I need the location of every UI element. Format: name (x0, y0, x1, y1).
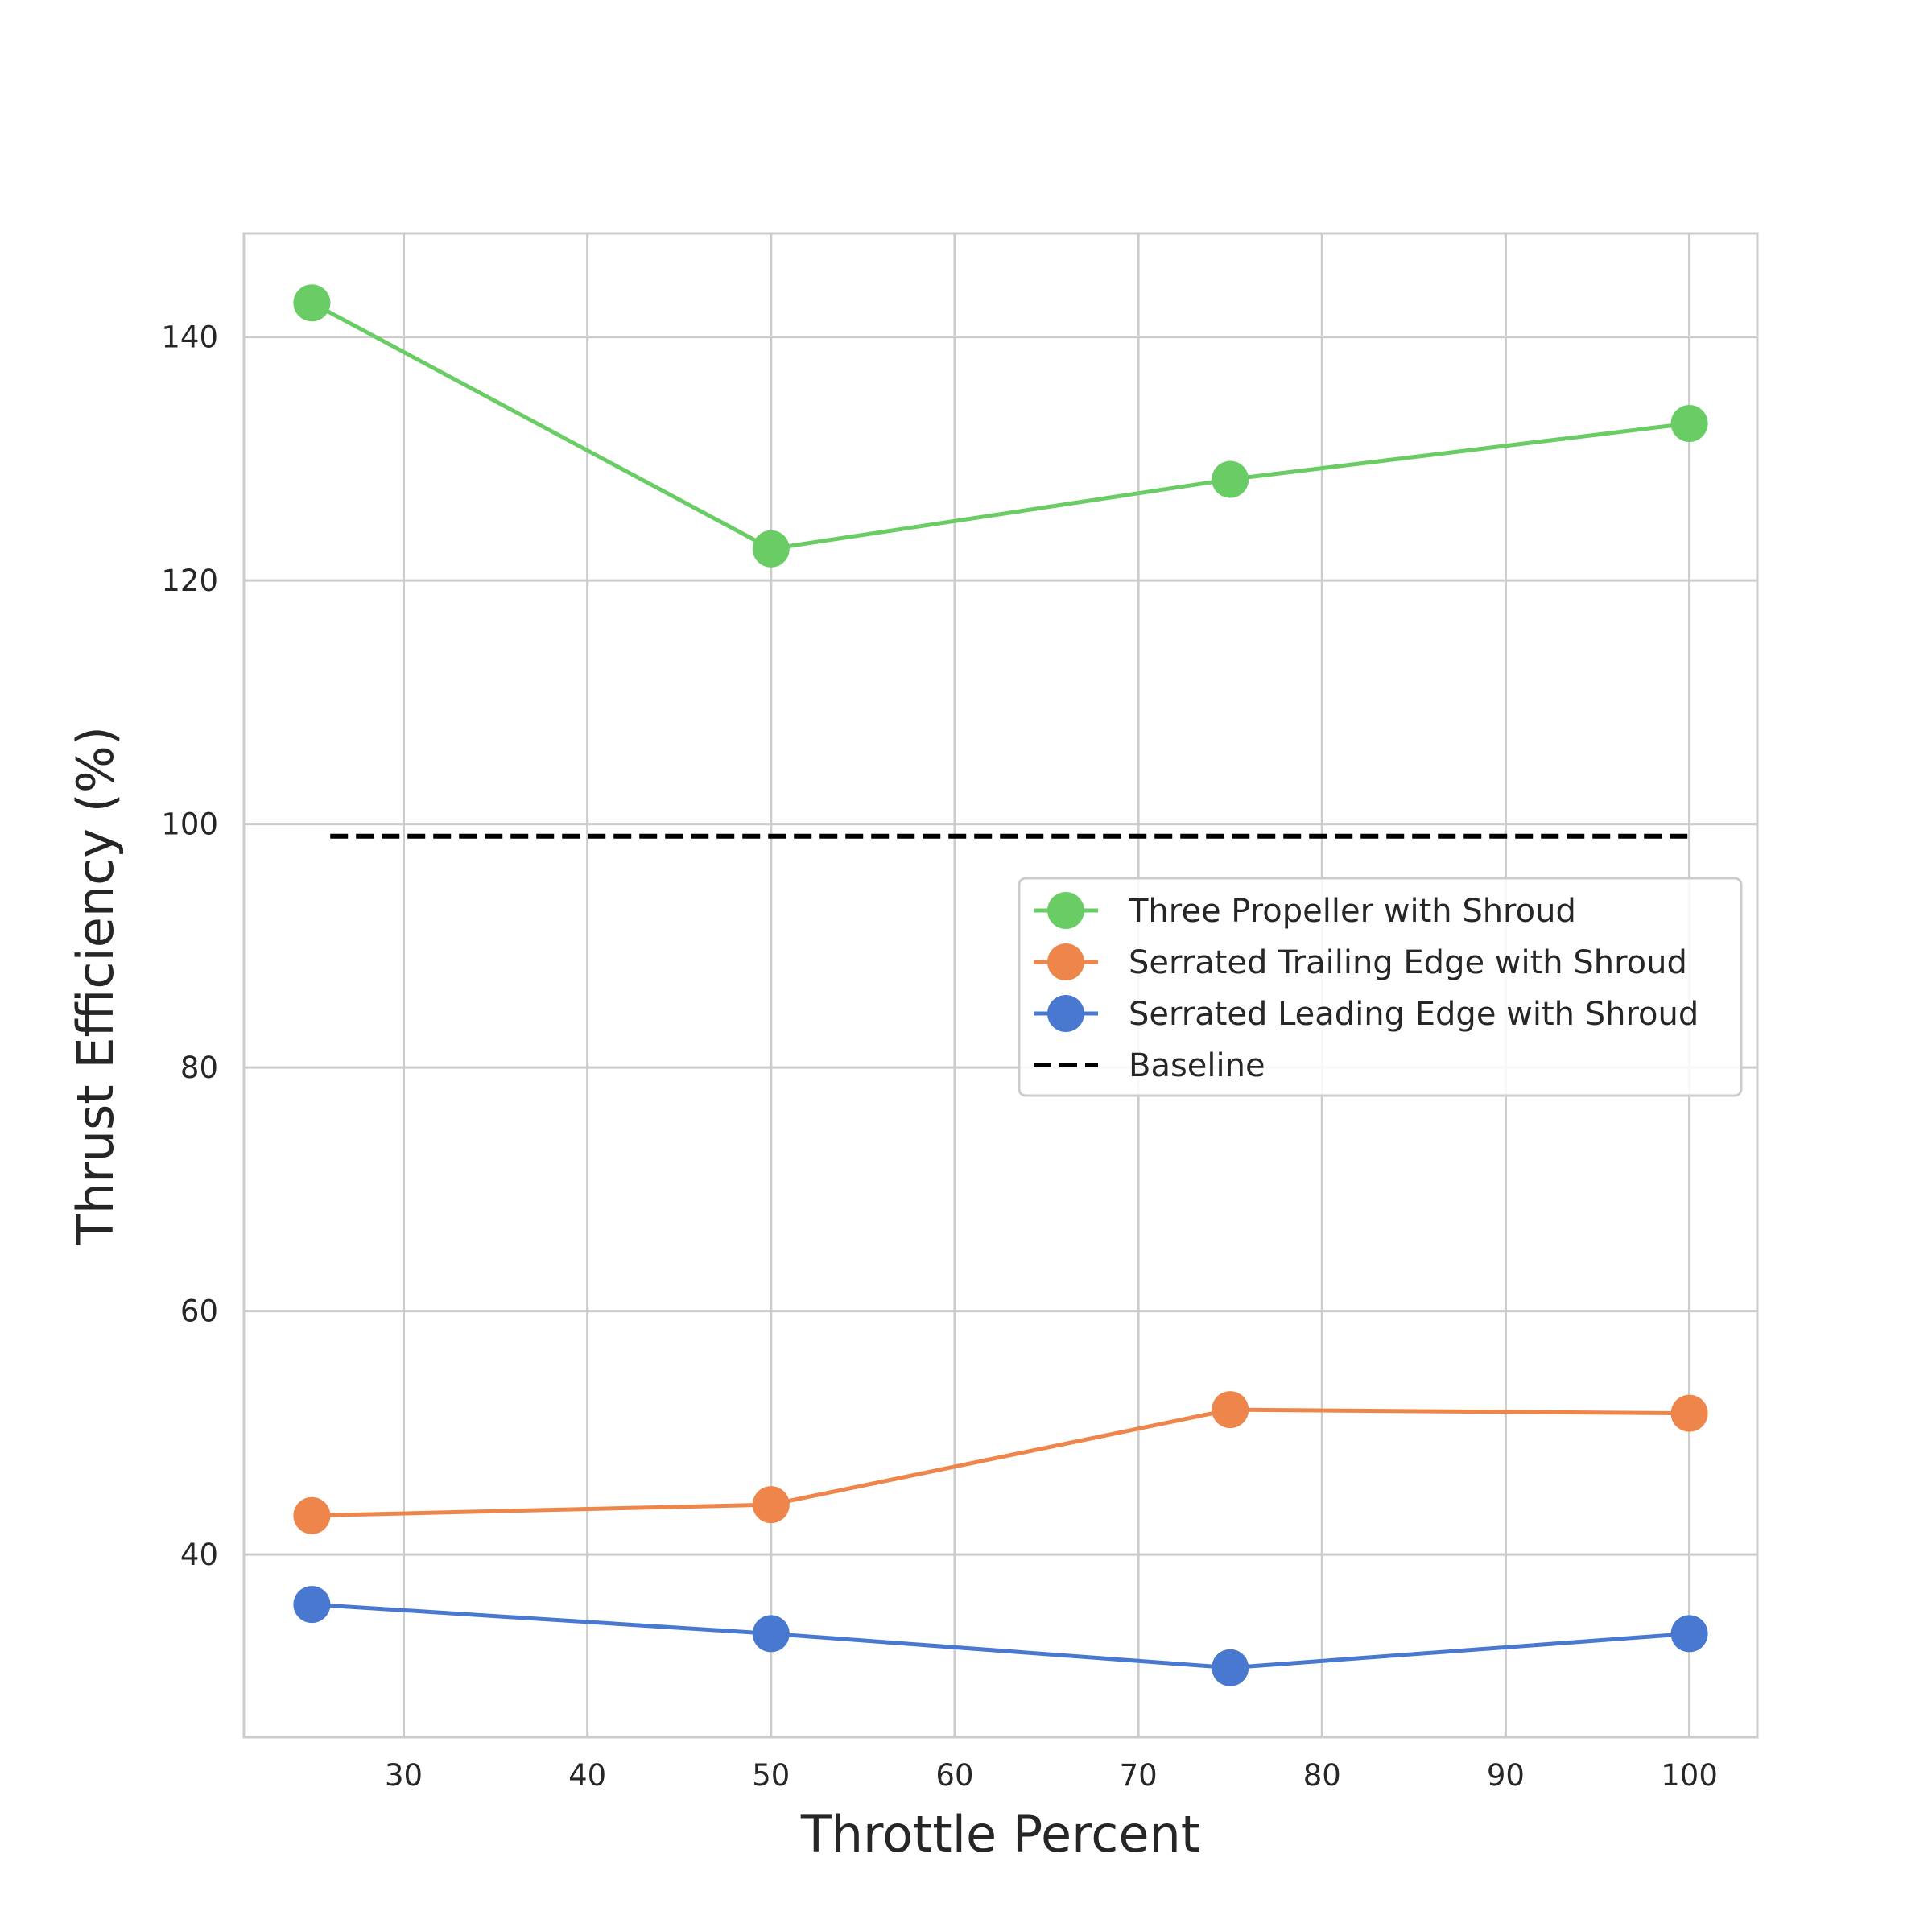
x-tick-label: 70 (1120, 1758, 1158, 1793)
legend-label: Baseline (1129, 1047, 1265, 1084)
legend-label: Serrated Leading Edge with Shroud (1129, 996, 1699, 1033)
legend-swatch-marker (1047, 943, 1084, 980)
series-serrated-trailing-edge-with-shroud (293, 1391, 1708, 1534)
y-axis-label: Thrust Efficiency (%) (66, 726, 125, 1245)
legend-item-three-propeller-with-shroud: Three Propeller with Shroud (1034, 892, 1576, 930)
data-point (1212, 1391, 1249, 1429)
data-point (293, 284, 331, 322)
series-line (312, 1407, 1690, 1518)
x-tick-label: 100 (1661, 1758, 1718, 1793)
series-layer (293, 284, 1708, 1686)
data-point (752, 1615, 790, 1653)
data-point (293, 1496, 331, 1534)
data-point (752, 530, 790, 568)
series-line (311, 301, 1690, 551)
x-tick-label: 50 (752, 1758, 790, 1793)
data-point (1670, 1394, 1708, 1432)
legend-label: Three Propeller with Shroud (1128, 893, 1576, 930)
legend-swatch-marker (1047, 995, 1084, 1032)
x-axis-label: Throttle Percent (800, 1805, 1200, 1864)
legend-label: Serrated Trailing Edge with Shroud (1129, 944, 1687, 981)
x-tick-label: 40 (568, 1758, 606, 1793)
data-point (1212, 460, 1249, 498)
data-point (1212, 1649, 1249, 1686)
data-point (1670, 1615, 1708, 1653)
series-line (312, 1602, 1690, 1670)
data-point (752, 1486, 790, 1524)
axes-frame (242, 232, 1759, 1739)
legend-box (1018, 877, 1743, 1097)
series-three-propeller-with-shroud (293, 284, 1708, 568)
y-tick-label: 40 (180, 1538, 218, 1572)
x-tick-label: 30 (385, 1758, 423, 1793)
y-tick-label: 140 (161, 320, 218, 355)
y-tick-label: 80 (180, 1051, 218, 1085)
legend: Three Propeller with Shroud Serrated Trai… (1018, 877, 1743, 1097)
legend-item-serrated-leading-edge-with-shroud: Serrated Leading Edge with Shroud (1034, 995, 1699, 1033)
x-tick-label: 80 (1303, 1758, 1341, 1793)
legend-swatch-marker (1047, 892, 1084, 929)
x-tick-label: 60 (935, 1758, 973, 1793)
y-tick-label: 100 (161, 807, 218, 842)
legend-item-baseline: Baseline (1034, 1047, 1265, 1084)
tick-labels: 30 40 50 60 70 80 90 100 40 60 80 100 120 140 (161, 320, 1718, 1793)
data-point (293, 1586, 331, 1624)
legend-item-serrated-trailing-edge-with-shroud: Serrated Trailing Edge with Shroud (1034, 943, 1687, 981)
y-tick-label: 60 (180, 1294, 218, 1329)
y-tick-label: 120 (161, 564, 218, 598)
series-serrated-leading-edge-with-shroud (293, 1586, 1708, 1686)
x-tick-label: 90 (1487, 1758, 1525, 1793)
data-point (1670, 404, 1708, 442)
